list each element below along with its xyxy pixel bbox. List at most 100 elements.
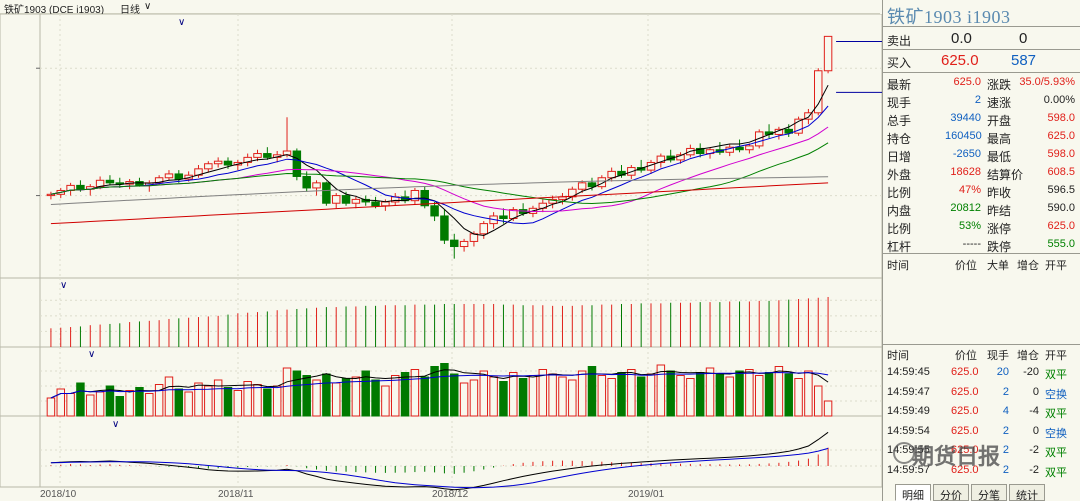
volume-bar xyxy=(213,379,223,417)
trade-type: 双平 xyxy=(1045,447,1067,459)
stat-value: 47% xyxy=(958,184,981,196)
stat-row: 最新 625.0 涨跌 35.0/5.93% xyxy=(883,74,1080,93)
stat-label: 持仓 xyxy=(887,132,912,146)
trade-price: 625.0 xyxy=(951,444,979,456)
volume-bar xyxy=(469,379,479,417)
chevron-down-icon[interactable]: ∨ xyxy=(144,1,152,12)
volume-bar xyxy=(577,370,587,417)
volume-bar xyxy=(194,382,203,417)
trade-oi-change: -20 xyxy=(1023,366,1039,378)
stat-label: 涨跌 xyxy=(987,78,1012,92)
volume-bar xyxy=(164,376,174,417)
candle-body xyxy=(312,182,321,189)
stat-value: 2 xyxy=(974,94,981,106)
volume-bar xyxy=(617,372,626,417)
period-selector[interactable]: 日线 xyxy=(120,5,140,16)
volume-bar xyxy=(223,387,233,417)
trade-row[interactable]: 14:59:49 625.0 4 -4 双平 xyxy=(883,403,1080,422)
ma-line xyxy=(50,182,829,225)
bid-row[interactable]: 买入 625.0 587 xyxy=(883,52,1080,71)
kline-chart[interactable]: 2018/10 2018/11 2018/12 2019/01 ∨ ∨ ∨ ∨ xyxy=(0,14,882,501)
volume-bar xyxy=(105,385,115,417)
candle-body xyxy=(430,205,439,217)
volume-bar xyxy=(351,376,361,417)
candle-body xyxy=(381,201,390,207)
stat-value: 39440 xyxy=(950,112,981,124)
volume-bar xyxy=(76,382,85,417)
volume-bar xyxy=(627,369,636,417)
ask-volume: 0 xyxy=(1019,30,1028,47)
tab-stats[interactable]: 统计 xyxy=(1009,484,1045,501)
trade-header-cell: 现手 xyxy=(987,350,1009,362)
ma-line xyxy=(50,176,829,205)
stat-value: 53% xyxy=(958,220,981,232)
tick-header-cell: 时间 xyxy=(887,260,909,272)
ask-row[interactable]: 卖出 0.0 0 xyxy=(883,30,1080,49)
trade-type: 双平 xyxy=(1045,408,1067,420)
bid-price: 625.0 xyxy=(941,52,979,69)
bid-volume: 587 xyxy=(1011,52,1037,69)
volume-bar xyxy=(558,376,567,417)
candle-body xyxy=(735,146,744,151)
x-tick-label: 2018/12 xyxy=(432,489,469,500)
trade-row[interactable]: 14:59:54 625.0 2 0 空换 xyxy=(883,423,1080,442)
candle-body xyxy=(410,189,420,202)
volume-bar xyxy=(272,385,282,417)
stat-label: 现手 xyxy=(887,96,912,110)
trade-row[interactable]: 14:59:57 625.0 2 -2 双平 xyxy=(883,462,1080,481)
stat-value: 596.5 xyxy=(1047,184,1075,196)
chart-topbar: 铁矿1903 (DCE i1903) 日线 ∨ xyxy=(0,0,880,16)
tab-price[interactable]: 分价 xyxy=(933,484,969,501)
macd-dropdown-icon: ∨ xyxy=(112,419,119,430)
volume-bar xyxy=(548,373,557,417)
trade-oi-change: -4 xyxy=(1029,405,1039,417)
trade-row[interactable]: 14:59:47 625.0 2 0 空换 xyxy=(883,384,1080,403)
opi-dropdown-icon: ∨ xyxy=(60,280,67,291)
volume-bar xyxy=(282,367,292,417)
volume-bar xyxy=(499,381,508,417)
detail-tabs: 明细 分价 分笔 统计 xyxy=(895,484,1047,501)
volume-bar xyxy=(174,388,184,417)
candle-body xyxy=(263,153,272,158)
volume-bar xyxy=(528,375,538,417)
volume-bar xyxy=(125,390,134,417)
volume-bar xyxy=(440,363,449,417)
candle-body xyxy=(204,163,213,170)
candle-body xyxy=(351,198,361,204)
watermark: 期货日报 xyxy=(912,444,1001,469)
stat-value: 608.5 xyxy=(1047,166,1075,178)
stat-row: 比例 47% 昨收 596.5 xyxy=(883,182,1080,201)
volume-bar xyxy=(509,372,518,417)
stat-label: 比例 xyxy=(887,222,912,236)
panel-frame-3 xyxy=(0,415,882,488)
trade-volume: 2 xyxy=(1002,385,1009,398)
volume-bar xyxy=(400,372,410,417)
volume-bar xyxy=(666,370,675,417)
quote-panel: 铁矿1903 i1903 卖出 0.0 0 买入 625.0 587 最新 625… xyxy=(882,0,1080,501)
volume-bar xyxy=(479,370,489,417)
volume-bar xyxy=(784,373,793,417)
stat-value: 20812 xyxy=(950,202,981,214)
volume-bar xyxy=(184,391,193,417)
stat-value: ----- xyxy=(962,238,981,250)
stat-value: 590.0 xyxy=(1047,202,1075,214)
candle-body xyxy=(548,198,557,204)
stat-label: 速涨 xyxy=(987,96,1012,110)
tab-tick[interactable]: 分笔 xyxy=(971,484,1007,501)
trade-price: 625.0 xyxy=(951,405,979,417)
stat-value: 625.0 xyxy=(953,76,981,88)
volume-bar xyxy=(233,390,243,417)
tab-detail[interactable]: 明细 xyxy=(895,484,931,501)
candle-body xyxy=(223,160,233,166)
trade-time: 14:59:47 xyxy=(887,385,930,398)
volume-bar xyxy=(263,388,272,417)
tick-header-cell: 大单 xyxy=(987,260,1009,272)
ask-price: 0.0 xyxy=(951,30,972,47)
trade-header-cell: 增仓 xyxy=(1017,350,1039,362)
volume-bar xyxy=(754,375,764,417)
trade-row[interactable]: 14:59:45 625.0 20 -20 双平 xyxy=(883,364,1080,383)
trade-time: 14:59:49 xyxy=(887,405,930,417)
volume-bar xyxy=(607,378,616,417)
trade-price: 625.0 xyxy=(951,463,979,476)
volume-bar xyxy=(725,376,734,417)
